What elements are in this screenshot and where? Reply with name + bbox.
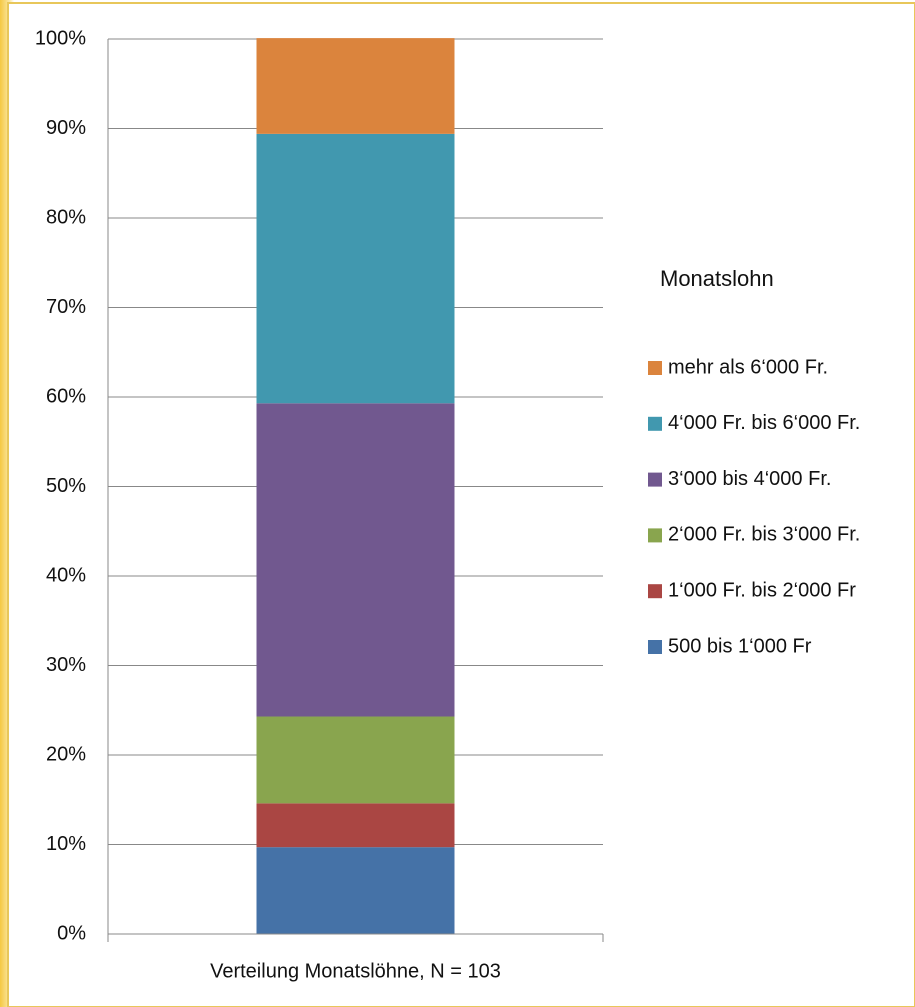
bar-segment [256,847,455,934]
legend-swatch [648,472,662,487]
legend-label: 500 bis 1‘000 Fr [668,635,812,657]
legend-swatch [648,640,662,654]
legend-swatch [648,416,662,431]
y-tick-label: 60% [46,385,86,407]
y-tick-label: 70% [46,296,86,318]
y-tick-label: 100% [35,27,86,49]
y-tick-label: 10% [46,833,86,855]
bar-segment [256,803,455,848]
y-tick-label: 50% [46,475,86,497]
legend-label: 3‘000 bis 4‘000 Fr. [668,468,831,490]
chart-area [7,2,915,1007]
y-tick-label: 30% [46,654,86,676]
bar-segment [256,403,455,717]
legend-label: 2‘000 Fr. bis 3‘000 Fr. [668,524,860,546]
y-tick-label: 90% [46,117,86,139]
legend-title: Monatslohn [660,266,774,291]
legend-label: mehr als 6‘000 Fr. [668,356,828,378]
y-tick-label: 40% [46,564,86,586]
bar-segment [256,38,455,134]
legend-swatch [648,584,662,599]
y-tick-label: 80% [46,206,86,228]
bar-segment [256,716,455,804]
legend-swatch [648,528,662,543]
x-tick-label: Verteilung Monatslöhne, N = 103 [210,960,501,982]
legend-label: 1‘000 Fr. bis 2‘000 Fr [668,579,856,601]
legend-label: 4‘000 Fr. bis 6‘000 Fr. [668,412,860,434]
y-tick-label: 0% [57,922,86,944]
bar-segment [256,133,455,404]
y-tick-label: 20% [46,743,86,765]
legend-swatch [648,361,662,375]
